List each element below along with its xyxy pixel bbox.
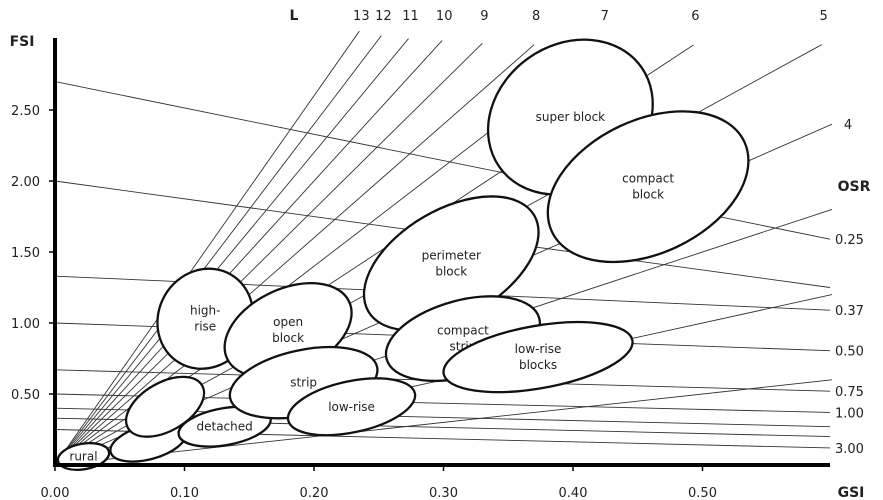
cluster-label-5-0: open (273, 315, 303, 329)
osr-label-4: 0.75 (835, 385, 864, 400)
cluster-label-10-1: blocks (519, 358, 557, 372)
cluster-label-7-0: low-rise (328, 400, 375, 414)
layer-label-8: 8 (532, 9, 540, 24)
x-tick-label-4: 0.40 (559, 486, 588, 500)
cluster-label-10-0: low-rise (515, 342, 562, 356)
y-tick-label-3: 2.00 (11, 175, 40, 190)
osr-axis-title: OSR (838, 179, 871, 195)
layer-label-6: 6 (691, 9, 699, 24)
layer-label-11: 11 (402, 9, 419, 24)
x-tick-label-3: 0.30 (429, 486, 458, 500)
osr-label-3: 0.50 (835, 345, 864, 360)
osr-label-8: 3.00 (835, 442, 864, 457)
x-tick-label-2: 0.20 (300, 486, 329, 500)
cluster-7: low-rise (286, 377, 417, 437)
labels: 13 12 11 10 9 8 7 6 5 4 0.25 0.37 0.50 0.75 1.00 3.00 0.… (10, 8, 871, 500)
y-tick-label-0: 0.50 (11, 388, 40, 403)
layer-line-1 (54, 379, 833, 466)
cluster-label-12-0: compact (622, 172, 674, 186)
y-axis-title: FSI (10, 34, 35, 50)
cluster-label-6-0: strip (290, 376, 317, 390)
cluster-10: low-rise blocks (442, 320, 634, 394)
layer-line-11 (54, 38, 409, 466)
y-tick-label-4: 2.50 (11, 104, 40, 119)
cluster-0: rural (56, 441, 111, 471)
cluster-label-8-0: perimeter (422, 248, 481, 262)
cluster-label-3-0: detached (197, 420, 253, 434)
layer-line-10 (54, 40, 443, 466)
layer-label-4: 4 (844, 118, 852, 133)
x-tick-label-0: 0.00 (41, 486, 70, 500)
layer-label-13: 13 (353, 9, 370, 24)
cluster-label-4-0: high- (190, 304, 221, 318)
y-tick-label-1: 1.00 (11, 317, 40, 332)
osr-label-0: 0.25 (835, 233, 864, 248)
cluster-2 (124, 375, 206, 438)
x-axis-title: GSI (838, 485, 865, 500)
y-tick-label-2: 1.50 (11, 246, 40, 261)
layer-line-12 (54, 35, 382, 466)
cluster-ellipse-7 (286, 377, 417, 437)
layer-line-9 (54, 42, 483, 466)
cluster-ellipses: rural detached high-rise open block strip low-… (56, 38, 750, 471)
osr-label-5: 1.00 (835, 406, 864, 421)
cluster-3: detached (177, 405, 272, 448)
layer-line-13 (54, 30, 360, 466)
cluster-label-11-0: super block (536, 110, 605, 124)
cluster-label-5-1: block (272, 331, 304, 345)
cluster-label-0-0: rural (69, 449, 97, 463)
cluster-12: compact block (546, 110, 750, 264)
cluster-ellipse-10 (442, 320, 634, 394)
axes (49, 38, 830, 471)
layer-label-7: 7 (601, 9, 609, 24)
cluster-ellipse-12 (546, 110, 750, 264)
cluster-label-4-1: rise (194, 320, 216, 334)
layer-label-10: 10 (436, 9, 453, 24)
layer-label-9: 9 (480, 9, 488, 24)
cluster-ellipse-2 (124, 375, 206, 438)
osr-label-2: 0.37 (835, 304, 864, 319)
cluster-label-12-1: block (632, 188, 664, 202)
layer-label-12: 12 (375, 9, 392, 24)
layer-label-5: 5 (819, 9, 827, 24)
cluster-label-8-1: block (435, 264, 467, 278)
layer-line-8 (54, 44, 535, 466)
layers-axis-title: L (290, 8, 299, 24)
cluster-label-9-0: compact (437, 324, 489, 338)
x-tick-label-1: 0.10 (170, 486, 199, 500)
x-tick-label-5: 0.50 (688, 486, 717, 500)
